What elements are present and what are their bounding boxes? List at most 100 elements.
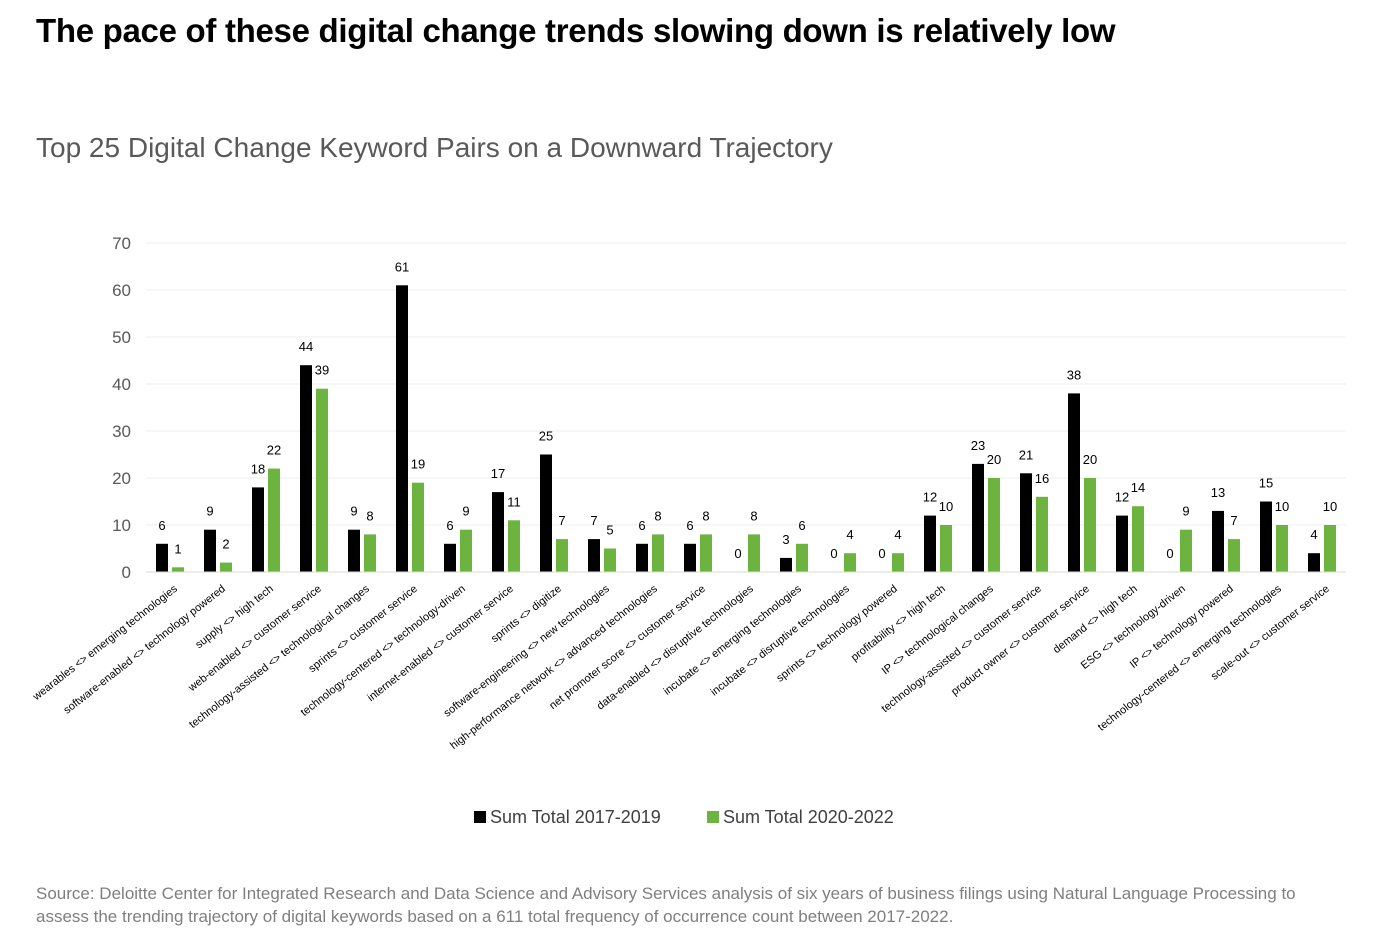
bar	[172, 567, 184, 572]
data-label: 21	[1019, 447, 1033, 462]
legend-label: Sum Total 2017-2019	[490, 807, 661, 827]
bar	[796, 543, 808, 572]
bar	[700, 534, 712, 572]
data-label: 6	[158, 518, 165, 533]
bar	[780, 557, 792, 572]
bar	[972, 463, 984, 572]
data-label: 25	[539, 429, 553, 444]
data-label: 16	[1035, 471, 1049, 486]
data-label: 7	[590, 513, 597, 528]
data-label: 38	[1067, 367, 1081, 382]
data-label: 9	[350, 504, 357, 519]
data-label: 18	[251, 461, 265, 476]
source-note: Source: Deloitte Center for Integrated R…	[36, 884, 1296, 926]
bar	[300, 365, 312, 572]
bar	[1260, 501, 1272, 572]
data-label: 20	[987, 452, 1001, 467]
data-label: 2	[222, 537, 229, 552]
bar	[1116, 515, 1128, 572]
data-label: 15	[1259, 476, 1273, 491]
gridlines	[146, 242, 1346, 526]
data-label: 20	[1083, 452, 1097, 467]
x-tick-label: software-engineering <> new technologies	[442, 583, 613, 720]
legend-label: Sum Total 2020-2022	[723, 807, 894, 827]
y-tick-label: 60	[112, 281, 131, 300]
bar	[748, 534, 760, 572]
x-tick-label: technology-centered <> emerging technolo…	[1096, 583, 1284, 734]
bar	[844, 553, 856, 572]
bar	[1308, 553, 1320, 572]
bar	[540, 454, 552, 572]
y-tick-label: 40	[112, 375, 131, 394]
data-label: 17	[491, 466, 505, 481]
bar	[204, 529, 216, 572]
data-label: 6	[638, 518, 645, 533]
data-label: 8	[366, 508, 373, 523]
x-tick-label: demand <> high tech	[1051, 583, 1140, 656]
data-label: 6	[798, 518, 805, 533]
legend-swatch	[474, 811, 486, 823]
data-label: 10	[1275, 499, 1289, 514]
y-tick-label: 0	[122, 563, 131, 582]
data-label: 12	[923, 490, 937, 505]
data-label: 11	[507, 494, 521, 509]
bar	[1132, 506, 1144, 572]
data-label: 0	[734, 546, 741, 561]
data-label: 10	[1323, 499, 1337, 514]
legend: Sum Total 2017-2019 Sum Total 2020-2022	[474, 807, 894, 827]
data-label: 6	[446, 518, 453, 533]
bar	[1068, 393, 1080, 572]
bar	[444, 543, 456, 572]
data-label: 8	[750, 508, 757, 523]
bar	[588, 539, 600, 572]
bar	[636, 543, 648, 572]
bar	[556, 539, 568, 572]
bar	[1324, 525, 1336, 572]
data-label: 0	[878, 546, 885, 561]
data-label: 13	[1211, 485, 1225, 500]
y-tick-label: 30	[112, 422, 131, 441]
x-tick-label: supply <> high tech	[193, 583, 276, 651]
legend-swatch	[707, 811, 719, 823]
bar	[1276, 525, 1288, 572]
y-tick-label: 20	[112, 469, 131, 488]
y-tick-label: 10	[112, 516, 131, 535]
bar	[364, 534, 376, 572]
bar	[1036, 496, 1048, 572]
bar	[412, 482, 424, 572]
data-label: 0	[1166, 546, 1173, 561]
x-axis: wearables <> emerging technologiessoftwa…	[30, 571, 1346, 752]
bar	[988, 478, 1000, 572]
bar	[940, 525, 952, 572]
data-label: 3	[782, 532, 789, 547]
bar	[604, 548, 616, 572]
bar	[1180, 529, 1192, 572]
data-label: 7	[1230, 513, 1237, 528]
data-label: 44	[299, 339, 313, 354]
data-label: 12	[1115, 490, 1129, 505]
bar	[316, 388, 328, 572]
data-label: 22	[267, 443, 281, 458]
data-label: 8	[702, 508, 709, 523]
bar	[252, 487, 264, 572]
bar	[652, 534, 664, 572]
data-label: 4	[846, 527, 853, 542]
data-label: 61	[395, 259, 409, 274]
bar	[396, 285, 408, 572]
data-label: 9	[462, 504, 469, 519]
data-label: 10	[939, 499, 953, 514]
bar	[924, 515, 936, 572]
data-label: 23	[971, 438, 985, 453]
bar	[508, 520, 520, 572]
bar	[1212, 510, 1224, 572]
data-label: 8	[654, 508, 661, 523]
data-label: 9	[1182, 504, 1189, 519]
data-label: 39	[315, 363, 329, 378]
data-label: 7	[558, 513, 565, 528]
data-label: 19	[411, 457, 425, 472]
bar	[684, 543, 696, 572]
data-label: 4	[894, 527, 901, 542]
headline: The pace of these digital change trends …	[36, 12, 1116, 49]
